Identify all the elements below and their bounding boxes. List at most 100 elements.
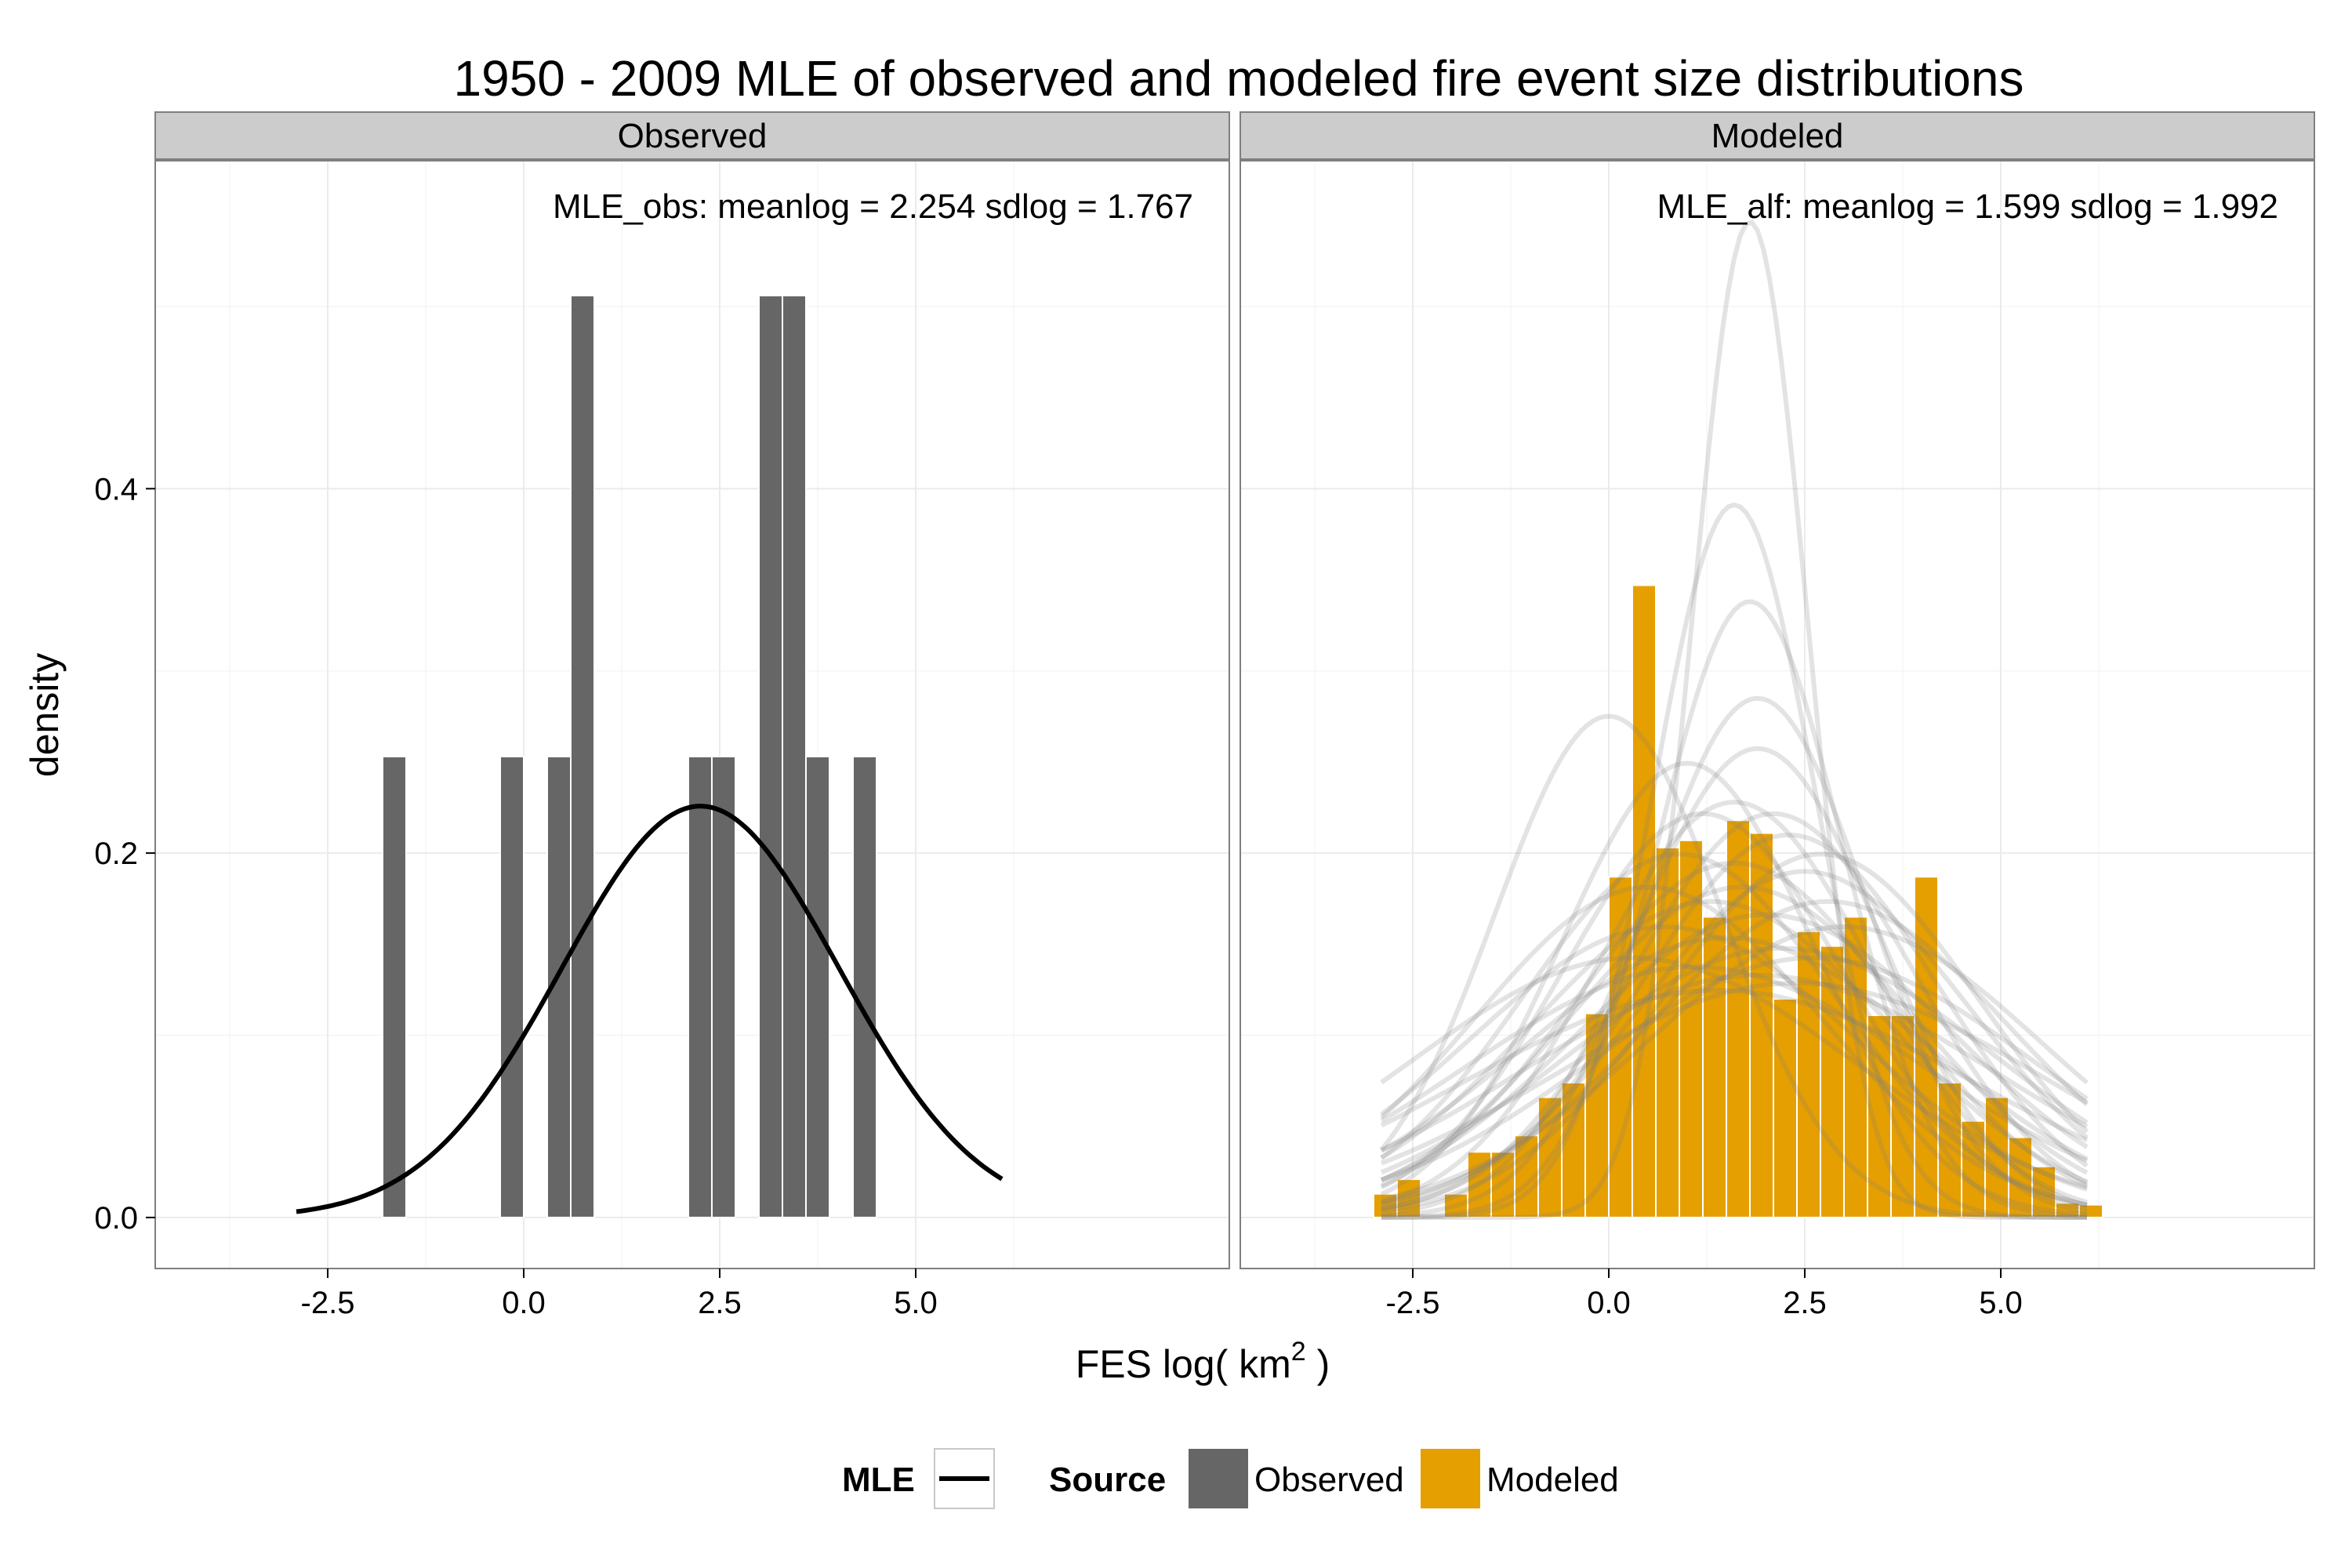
sim-curve-8	[1381, 800, 2088, 1205]
modeled-bar-24	[1937, 1081, 1962, 1218]
sim-curve-14	[1380, 912, 2089, 1182]
observed-bar-5	[711, 755, 736, 1218]
legend-title-mle: MLE	[842, 1461, 915, 1499]
sim-curve-1	[1381, 502, 2087, 1220]
legend-label-observed: Observed	[1254, 1461, 1404, 1499]
observed-bar-1	[499, 755, 524, 1218]
sim-curve-20	[1380, 964, 2089, 1163]
sim-curve-12	[1381, 869, 2089, 1207]
legend: MLE Source Observed Modeled	[842, 1448, 1619, 1509]
y-tick-label: 0.4	[94, 472, 138, 506]
modeled-bar-26	[1984, 1096, 2009, 1218]
panel-modeled-x-axis: -2.5 0.0 2.5 5.0	[1386, 1269, 2023, 1320]
observed-bar-4	[688, 755, 713, 1218]
sim-curve-29	[1381, 851, 2089, 1213]
strip-modeled-label: Modeled	[1711, 117, 1844, 155]
y-tick-label: 0.2	[94, 837, 138, 871]
panel-modeled-sim-curves	[1379, 220, 2089, 1220]
sim-curve-19	[1380, 924, 2088, 1192]
observed-bar-6	[758, 294, 783, 1218]
x-tick-label: 0.0	[1587, 1286, 1631, 1320]
y-axis-title: density	[23, 653, 67, 777]
sim-curve-21	[1381, 955, 2089, 1182]
sim-curve-4	[1381, 746, 2088, 1216]
modeled-bar-19	[1820, 945, 1845, 1218]
sim-curve-17	[1380, 935, 2089, 1162]
x-tick-label: 5.0	[894, 1286, 938, 1320]
x-tick-label: 0.0	[502, 1286, 546, 1320]
strip-modeled-bg	[1240, 111, 2315, 160]
observed-bar-9	[852, 755, 877, 1218]
modeled-bar-22	[1890, 1014, 1915, 1218]
observed-bar-7	[782, 294, 807, 1218]
modeled-bar-9	[1584, 1012, 1610, 1218]
modeled-bar-5	[1490, 1151, 1515, 1218]
observed-bar-0	[382, 755, 407, 1218]
sim-curve-10	[1380, 851, 2088, 1208]
panel-observed-annotation: MLE_obs: meanlog = 2.254 sdlog = 1.767	[553, 187, 1193, 226]
panels-layer: Observed MLE_obs: meanlog = 2.254 sdlog =…	[94, 111, 2315, 1320]
panel-modeled: Modeled MLE_alf: meanlog = 1.599 sdlog = …	[1240, 111, 2315, 1320]
sim-curve-11	[1380, 884, 2089, 1183]
panel-modeled-annotation: MLE_alf: meanlog = 1.599 sdlog = 1.992	[1657, 187, 2278, 226]
x-tick-label: -2.5	[301, 1286, 355, 1320]
modeled-bar-0	[1373, 1192, 1398, 1218]
sim-curve-15	[1379, 884, 2088, 1207]
modeled-bar-4	[1467, 1151, 1492, 1218]
legend-key-observed	[1189, 1449, 1248, 1508]
panel-observed-border	[154, 160, 1230, 1269]
y-axis: 0.0 0.2 0.4	[94, 472, 155, 1236]
modeled-bar-16	[1749, 832, 1774, 1218]
x-axis-title-superscript: 2	[1291, 1337, 1306, 1367]
modeled-bar-17	[1773, 998, 1798, 1218]
panel-modeled-border	[1240, 160, 2315, 1269]
legend-label-modeled: Modeled	[1486, 1461, 1619, 1499]
modeled-bar-11	[1632, 584, 1657, 1218]
modeled-bar-23	[1914, 876, 1939, 1218]
modeled-bar-18	[1796, 931, 1821, 1218]
y-tick-label: 0.0	[94, 1201, 138, 1236]
modeled-bar-10	[1608, 876, 1633, 1218]
sim-curve-3	[1381, 695, 2088, 1219]
x-axis-title-end: )	[1306, 1342, 1330, 1386]
sim-curve-7	[1380, 811, 2088, 1210]
sim-curve-24	[1380, 988, 2089, 1143]
sim-curve-18	[1380, 946, 2089, 1174]
sim-curve-26	[1380, 955, 2088, 1190]
sim-curve-23	[1381, 924, 2089, 1202]
sim-curve-0	[1381, 220, 2087, 1220]
sim-curve-28	[1380, 760, 2088, 1218]
sim-curve-9	[1381, 832, 2089, 1211]
legend-key-modeled	[1421, 1449, 1480, 1508]
panel-observed-x-axis: -2.5 0.0 2.5 5.0	[301, 1269, 938, 1320]
x-axis-title: FES log( km2 )	[1076, 1337, 1330, 1386]
x-tick-label: 5.0	[1979, 1286, 2023, 1320]
x-tick-label: 2.5	[1783, 1286, 1827, 1320]
modeled-bar-13	[1679, 839, 1704, 1218]
sim-curve-5	[1379, 713, 2087, 1220]
x-tick-label: -2.5	[1386, 1286, 1440, 1320]
observed-bar-8	[805, 755, 830, 1218]
sim-curve-16	[1381, 898, 2089, 1206]
panel-observed-bars	[382, 294, 877, 1218]
x-axis-title-main: FES log( km	[1076, 1342, 1291, 1386]
modeled-bar-28	[2031, 1165, 2056, 1218]
sim-curve-2	[1381, 599, 2088, 1220]
panel-observed: Observed MLE_obs: meanlog = 2.254 sdlog =…	[94, 111, 1230, 1320]
sim-curve-25	[1380, 980, 2089, 1166]
sim-curve-22	[1380, 972, 2089, 1152]
chart-title: 1950 - 2009 MLE of observed and modeled …	[454, 50, 2024, 107]
modeled-bar-30	[2078, 1203, 2103, 1218]
modeled-bar-8	[1561, 1081, 1586, 1218]
mle-curve	[296, 804, 1004, 1214]
modeled-bar-1	[1396, 1178, 1421, 1218]
x-tick-label: 2.5	[698, 1286, 742, 1320]
observed-bar-3	[570, 294, 595, 1218]
strip-observed-bg	[154, 111, 1230, 160]
strip-observed-label: Observed	[618, 117, 768, 155]
modeled-bar-14	[1702, 916, 1727, 1218]
sim-curve-13	[1380, 898, 2089, 1185]
sim-curve-6	[1381, 811, 2089, 1212]
legend-title-source: Source	[1049, 1461, 1166, 1499]
